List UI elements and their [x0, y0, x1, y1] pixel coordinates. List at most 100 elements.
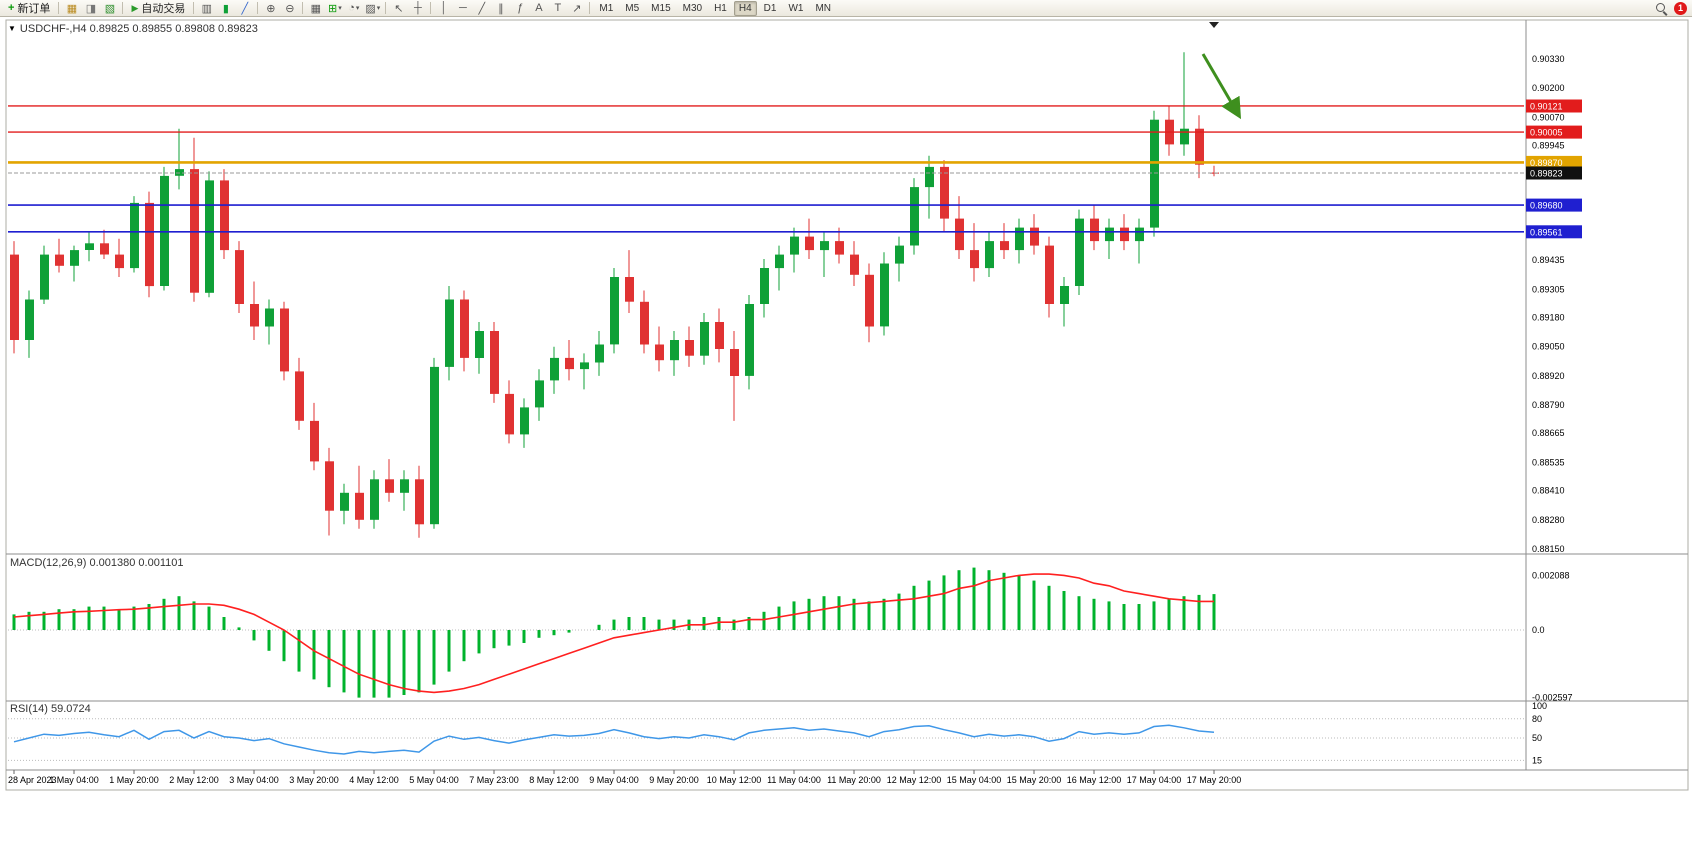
fibonacci-icon[interactable]: ƒ: [516, 2, 523, 14]
svg-text:0.89870: 0.89870: [1530, 158, 1563, 168]
notification-badge[interactable]: 1: [1674, 1, 1687, 15]
timeframe-button-m5[interactable]: M5: [620, 1, 644, 16]
arrows-tool-icon[interactable]: ↗: [572, 2, 582, 15]
rsi-line: [13, 724, 1215, 755]
svg-text:0.90330: 0.90330: [1532, 54, 1565, 64]
template-icon: ▨: [365, 2, 376, 15]
tile-windows-icon[interactable]: ▦: [310, 2, 322, 15]
timeframe-button-h4[interactable]: H4: [733, 0, 757, 16]
svg-text:0.88665: 0.88665: [1532, 428, 1565, 438]
svg-text:50: 50: [1532, 733, 1542, 743]
line-chart-icon[interactable]: ╱: [241, 2, 249, 15]
clock-icon: ◔: [348, 2, 355, 14]
autotrade-play-icon: ▶: [131, 2, 139, 13]
svg-text:0.88410: 0.88410: [1532, 486, 1565, 496]
horizontal-level-lines[interactable]: [8, 105, 1524, 233]
zoom-out-icon[interactable]: ⊖: [285, 2, 295, 15]
svg-text:0.89945: 0.89945: [1532, 141, 1565, 151]
macd-label: MACD(12,26,9) 0.001380 0.001101: [10, 557, 184, 569]
pane-separators[interactable]: [6, 553, 1688, 771]
crosshair-icon[interactable]: ┼: [413, 2, 422, 14]
svg-text:9 May 04:00: 9 May 04:00: [589, 775, 639, 785]
svg-text:8 May 12:00: 8 May 12:00: [529, 775, 579, 785]
chart-title: USDCHF-,H4 0.89825 0.89855 0.89808 0.898…: [19, 23, 258, 35]
svg-text:3 May 04:00: 3 May 04:00: [229, 775, 279, 785]
svg-text:5 May 04:00: 5 May 04:00: [409, 775, 459, 785]
chart-menu-icon[interactable]: ▼: [8, 24, 16, 33]
chart-title-row: ▼ USDCHF-,H4 0.89825 0.89855 0.89808 0.89…: [8, 23, 258, 35]
toolbar-separator: [257, 2, 259, 14]
svg-text:0.89680: 0.89680: [1530, 201, 1563, 211]
rsi-indicator: 100 80 50 15: [8, 701, 1547, 765]
zoom-in-icon[interactable]: ⊕: [266, 2, 276, 15]
arrow-annotation[interactable]: [1201, 53, 1242, 120]
timeframe-button-m15[interactable]: M15: [646, 1, 675, 16]
chat-icon[interactable]: ▧: [104, 2, 116, 15]
new-order-button[interactable]: + 新订单: [3, 1, 55, 16]
templates-button[interactable]: ▨ ▾: [363, 0, 382, 17]
toolbar-separator: [302, 2, 304, 14]
horizontal-line-icon[interactable]: ─: [458, 2, 467, 14]
bar-chart-icon[interactable]: ▥: [201, 2, 213, 15]
indicators-button[interactable]: ⊞ ▾: [325, 0, 344, 17]
svg-text:15 May 04:00: 15 May 04:00: [947, 775, 1002, 785]
timeframe-button-h1[interactable]: H1: [709, 1, 732, 16]
svg-text:0.89050: 0.89050: [1532, 342, 1565, 352]
toolbar-separator: [122, 2, 124, 14]
toolbar-separator: [385, 2, 387, 14]
svg-text:11 May 20:00: 11 May 20:00: [827, 775, 881, 785]
svg-text:0.89561: 0.89561: [1530, 227, 1563, 237]
timeframe-button-w1[interactable]: W1: [783, 1, 808, 16]
text-icon[interactable]: A: [535, 2, 543, 14]
svg-text:1 May 04:00: 1 May 04:00: [49, 775, 99, 785]
timeframe-button-m30[interactable]: M30: [678, 1, 707, 16]
svg-text:4 May 12:00: 4 May 12:00: [349, 775, 399, 785]
svg-text:0.0: 0.0: [1532, 625, 1545, 635]
timeframe-button-mn[interactable]: MN: [810, 1, 836, 16]
timeframe-button-d1[interactable]: D1: [759, 1, 782, 16]
vertical-line-icon[interactable]: │: [440, 2, 448, 14]
svg-text:17 May 04:00: 17 May 04:00: [1127, 775, 1182, 785]
cursor-icon[interactable]: ↖: [394, 2, 404, 15]
chevron-down-icon: ▾: [338, 5, 342, 12]
macd-signal-line: [13, 573, 1214, 694]
svg-text:16 May 12:00: 16 May 12:00: [1067, 775, 1122, 785]
new-order-icon: +: [8, 2, 15, 14]
data-window-icon[interactable]: ▦: [66, 2, 78, 15]
search-icon-handle: [1662, 11, 1668, 16]
toolbar-right-group: 1: [1654, 1, 1689, 16]
svg-text:100: 100: [1532, 701, 1547, 711]
candlestick-chart-icon[interactable]: ▮: [222, 2, 229, 15]
svg-text:0.89180: 0.89180: [1532, 312, 1565, 322]
price-scale-labels: 0.90121 0.90005 0.89870 0.89680 0.89561 0.898…: [1526, 99, 1582, 239]
chart-window-frame: [5, 19, 1689, 791]
search-icon[interactable]: [1654, 1, 1668, 16]
toolbar-separator: [430, 2, 432, 14]
svg-text:0.90121: 0.90121: [1530, 101, 1563, 111]
chart-shift-marker[interactable]: [1209, 22, 1219, 28]
svg-text:12 May 12:00: 12 May 12:00: [887, 775, 942, 785]
timeframe-button-m1[interactable]: M1: [594, 1, 618, 16]
sound-alert-icon[interactable]: ◨: [85, 2, 97, 15]
chevron-down-icon: ▾: [355, 5, 360, 12]
svg-text:0.89823: 0.89823: [1530, 168, 1563, 178]
indicators-icon: ⊞: [327, 2, 338, 15]
autotrade-label: 自动交易: [141, 3, 186, 15]
svg-text:9 May 20:00: 9 May 20:00: [649, 775, 699, 785]
chevron-down-icon: ▾: [376, 5, 381, 12]
text-label-icon[interactable]: T: [554, 2, 562, 14]
toolbar-separator: [193, 2, 195, 14]
timeframe-buttons: M1 M5 M15 M30 H1 H4 D1 W1 MN: [593, 0, 837, 16]
svg-text:1 May 20:00: 1 May 20:00: [109, 775, 159, 785]
new-order-label: 新订单: [17, 3, 51, 15]
svg-text:80: 80: [1532, 714, 1542, 724]
svg-text:11 May 04:00: 11 May 04:00: [767, 775, 821, 785]
channel-icon[interactable]: ∥: [498, 2, 504, 15]
periods-button[interactable]: ◔ ▾: [344, 0, 363, 17]
trendline-icon[interactable]: ╱: [478, 2, 486, 15]
svg-text:15 May 20:00: 15 May 20:00: [1007, 775, 1062, 785]
autotrade-button[interactable]: ▶ 自动交易: [126, 1, 190, 16]
svg-text:0.90070: 0.90070: [1532, 112, 1565, 122]
